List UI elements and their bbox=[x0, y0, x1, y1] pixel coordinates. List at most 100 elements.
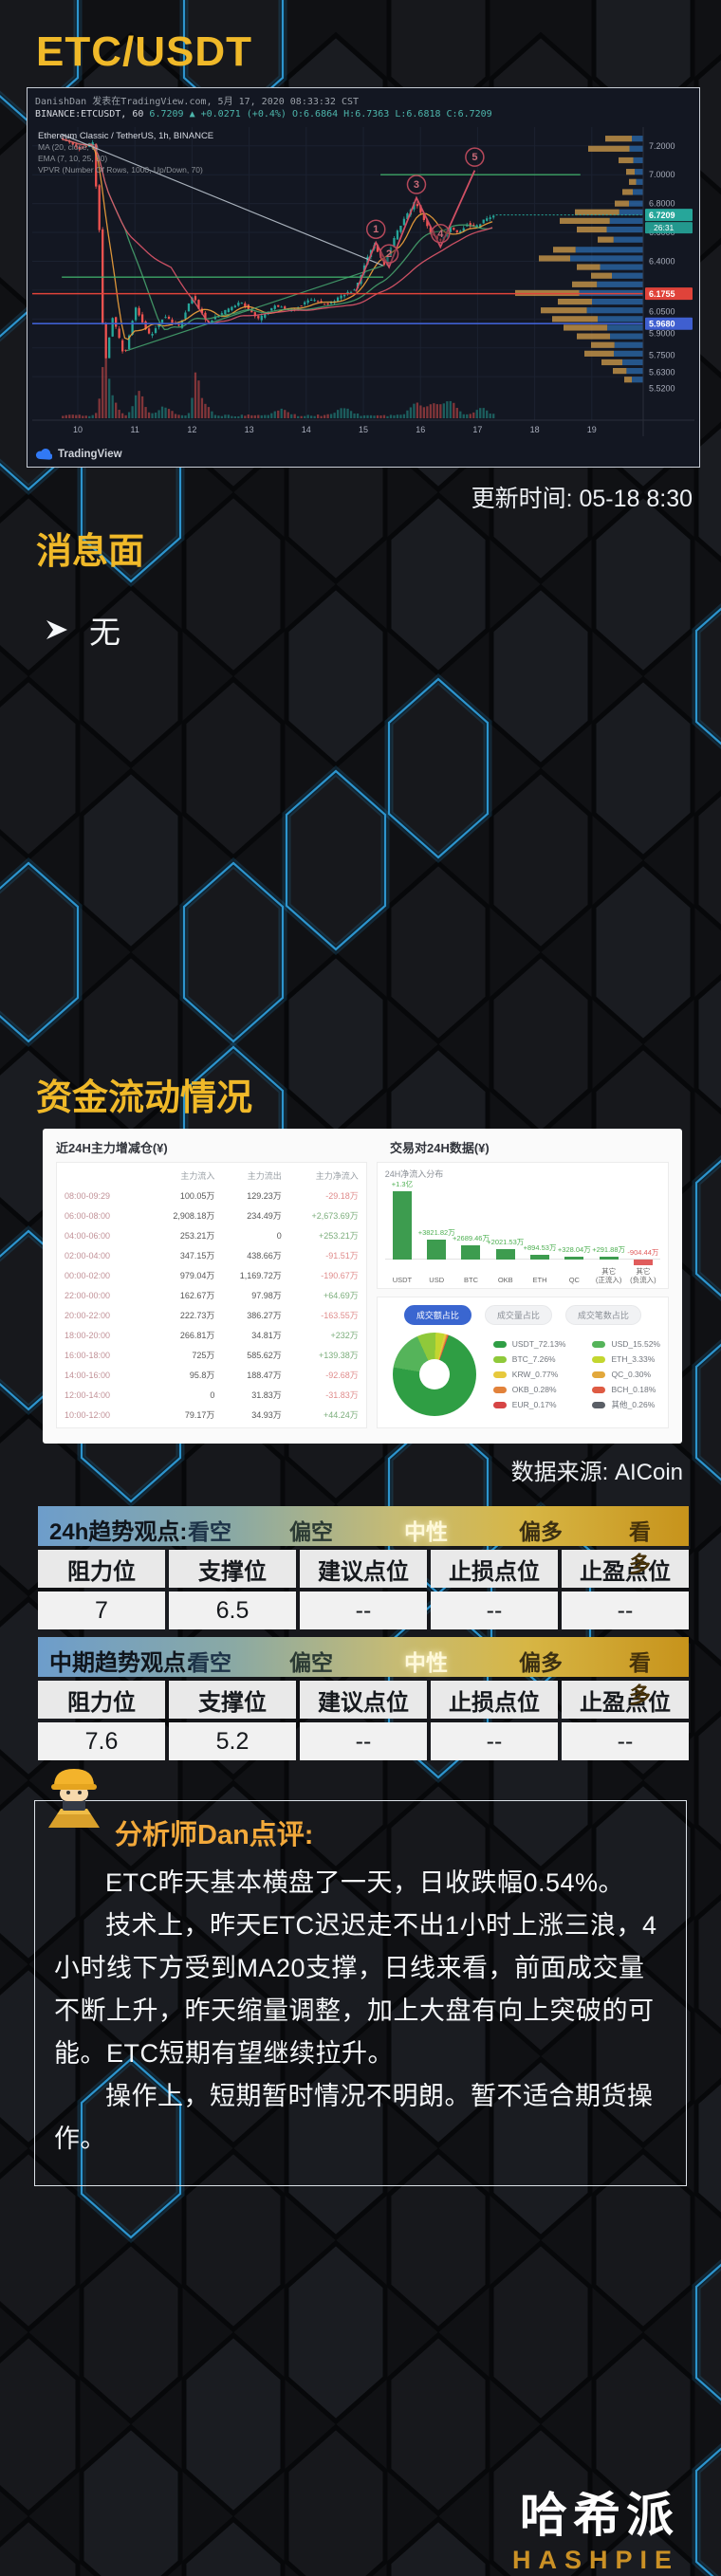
flow-table-row: 14:00-16:00 95.8万 188.47万 -92.68万 bbox=[65, 1366, 359, 1386]
flow-table-row: 22:00-00:00 162.67万 97.98万 +64.69万 bbox=[65, 1286, 359, 1306]
flow-net-value: -163.55万 bbox=[321, 1311, 359, 1320]
turnover-donut-chart bbox=[392, 1333, 476, 1416]
trend-value-cell: 7 bbox=[38, 1592, 165, 1629]
page-title: ETC/USDT bbox=[36, 28, 252, 75]
trend-band: 中期趋势观点: 看空 偏空 中性 偏多 看多 bbox=[38, 1637, 689, 1707]
flow-net-value: +64.69万 bbox=[324, 1291, 359, 1300]
flow-table-row: 10:00-12:00 79.17万 34.93万 +44.24万 bbox=[65, 1406, 359, 1426]
donut-hole bbox=[418, 1359, 450, 1389]
flow-table-row: 16:00-18:00 725万 585.62万 +139.38万 bbox=[65, 1346, 359, 1366]
flow-value: 34.81万 bbox=[251, 1331, 282, 1340]
svg-text:4: 4 bbox=[437, 229, 444, 240]
flow-value: 95.8万 bbox=[189, 1371, 215, 1380]
flow-value: 234.49万 bbox=[247, 1211, 282, 1221]
netflow-bar bbox=[461, 1245, 481, 1260]
update-time: 更新时间: 05-18 8:30 bbox=[471, 486, 693, 512]
flow-time: 02:00-04:00 bbox=[65, 1251, 111, 1260]
trend-scale-word: 偏空 bbox=[289, 1650, 333, 1675]
trend-value-cell: -- bbox=[431, 1722, 558, 1760]
trend-header-cell: 阻力位 bbox=[38, 1550, 165, 1588]
legend-swatch bbox=[592, 1340, 606, 1348]
trend-value-cell: -- bbox=[562, 1592, 689, 1629]
brand-english: HASHPIE bbox=[511, 2546, 679, 2574]
netflow-value-label: +894.53万 bbox=[523, 1243, 557, 1252]
flow-time: 16:00-18:00 bbox=[65, 1351, 111, 1360]
flow-value: 386.27万 bbox=[247, 1311, 282, 1320]
legend-label: BTC_7.26% bbox=[511, 1354, 556, 1364]
flow-net-value: +139.38万 bbox=[318, 1351, 359, 1360]
svg-text:13: 13 bbox=[245, 425, 254, 434]
miner-mascot-icon bbox=[48, 1769, 100, 1828]
data-source: 数据来源: AICoin bbox=[510, 1460, 683, 1485]
netflow-value-label: +291.88万 bbox=[592, 1245, 626, 1254]
flow-col-header: 主力流入 bbox=[180, 1171, 215, 1181]
flow-value: 188.47万 bbox=[247, 1371, 282, 1380]
flow-value: 1,169.72万 bbox=[239, 1271, 282, 1280]
flow-table-row: 12:00-14:00 0 31.83万 -31.83万 bbox=[65, 1386, 359, 1406]
flow-value: 347.15万 bbox=[179, 1251, 215, 1260]
svg-text:17: 17 bbox=[472, 425, 482, 434]
netflow-bar-column: -904.44万 其它 (负流入) bbox=[626, 1182, 660, 1284]
tradingview-attribution: TradingView bbox=[28, 444, 699, 467]
analyst-title: 分析师Dan点评: bbox=[115, 1820, 314, 1850]
netflow-value-label: +2689.46万 bbox=[452, 1234, 490, 1242]
trend-scale-word: 看多 bbox=[629, 1519, 651, 1576]
legend-label: OKB_0.28% bbox=[511, 1385, 557, 1394]
moving-averages bbox=[61, 138, 493, 340]
share-tab-3[interactable]: 成交笔数占比 bbox=[564, 1305, 641, 1325]
flow-time: 08:00-09:29 bbox=[65, 1191, 111, 1201]
legend-swatch bbox=[592, 1355, 606, 1363]
netflow-bar-column: +3821.82万 USD bbox=[417, 1182, 455, 1284]
legend-label: USD_15.52% bbox=[611, 1339, 660, 1349]
pair-24h-data: 24H净流入分布 +1.3亿 USDT +3821.82万 USD +2689.46万 B… bbox=[376, 1162, 669, 1428]
trend-header-cell: 支撑位 bbox=[169, 1550, 296, 1588]
flow-left-title: 近24H主力增减仓(¥) bbox=[56, 1141, 168, 1155]
flow-value: 0 bbox=[276, 1231, 282, 1241]
netflow-title: 24H净流入分布 bbox=[384, 1169, 444, 1179]
netflow-bar bbox=[633, 1260, 653, 1265]
flow-net-value: -29.18万 bbox=[325, 1191, 359, 1201]
netflow-value-label: +1.3亿 bbox=[391, 1180, 414, 1188]
flow-value: 34.93万 bbox=[251, 1410, 282, 1420]
netflow-category-label: ETH bbox=[532, 1276, 547, 1284]
netflow-bar bbox=[564, 1257, 584, 1260]
flow-table-row: 06:00-08:00 2,908.18万 234.49万 +2,673.69万 bbox=[65, 1206, 359, 1226]
trend-scale-word: 中性 bbox=[404, 1519, 448, 1544]
trend-value-row: 7 6.5 -- -- -- bbox=[38, 1592, 689, 1629]
flow-value: 129.23万 bbox=[247, 1191, 282, 1201]
flow-time: 04:00-06:00 bbox=[65, 1231, 111, 1241]
share-tab-2[interactable]: 成交量占比 bbox=[484, 1305, 552, 1325]
flow-net-value: +44.24万 bbox=[324, 1410, 359, 1420]
tradingview-watermark: TradingView bbox=[58, 449, 122, 460]
chart-axes: 7.20007.00006.80006.60006.40006.05005.90… bbox=[32, 127, 694, 436]
flow-time: 00:00-02:00 bbox=[65, 1271, 111, 1280]
svg-text:3: 3 bbox=[414, 179, 419, 191]
trend-header-cell: 止盈点位 bbox=[562, 1681, 689, 1719]
svg-text:11: 11 bbox=[131, 425, 139, 434]
svg-text:6.0500: 6.0500 bbox=[649, 307, 675, 317]
news-item: 无 bbox=[44, 607, 120, 653]
analyst-paragraph: 操作上，短期暂时情况不明朗。暂不适合期货操作。 bbox=[54, 2082, 654, 2153]
netflow-value-label: +3821.82万 bbox=[417, 1228, 455, 1237]
flow-right-title: 交易对24H数据(¥) bbox=[390, 1141, 490, 1155]
flow-table-header: 主力流入 主力流出 主力净流入 bbox=[65, 1167, 358, 1187]
legend-label: KRW_0.77% bbox=[511, 1370, 559, 1379]
netflow-bar-chart-box: 24H净流入分布 +1.3亿 USDT +3821.82万 USD +2689.46万 B… bbox=[376, 1162, 669, 1289]
chart-annotations: 1 2 3 4 5 bbox=[32, 134, 643, 352]
netflow-category-label: USD bbox=[429, 1276, 445, 1284]
netflow-category-label: USDT bbox=[392, 1276, 413, 1284]
legend-item: USD_15.52% bbox=[592, 1336, 660, 1352]
flow-net-value: -91.51万 bbox=[325, 1251, 359, 1260]
netflow-bar-chart: +1.3亿 USDT +3821.82万 USD +2689.46万 BTC +2021.5… bbox=[384, 1180, 660, 1284]
flow-time: 14:00-16:00 bbox=[65, 1371, 111, 1380]
share-tab-1[interactable]: 成交额占比 bbox=[403, 1305, 471, 1325]
netflow-bar-column: +291.88万 其它 (正流入) bbox=[591, 1182, 625, 1284]
chart-grid bbox=[32, 127, 643, 420]
netflow-value-label: +2021.53万 bbox=[487, 1238, 525, 1246]
legend-swatch bbox=[492, 1371, 507, 1378]
netflow-bar-column: +1.3亿 USDT bbox=[385, 1180, 419, 1284]
netflow-axis bbox=[384, 1259, 660, 1260]
analyst-paragraph: 技术上，昨天ETC迟迟走不出1小时上涨三浪，4小时线下方受到MA20支撑，日线来… bbox=[54, 1911, 657, 2068]
svg-text:EMA (7, 10, 25, 30): EMA (7, 10, 25, 30) bbox=[38, 154, 107, 163]
